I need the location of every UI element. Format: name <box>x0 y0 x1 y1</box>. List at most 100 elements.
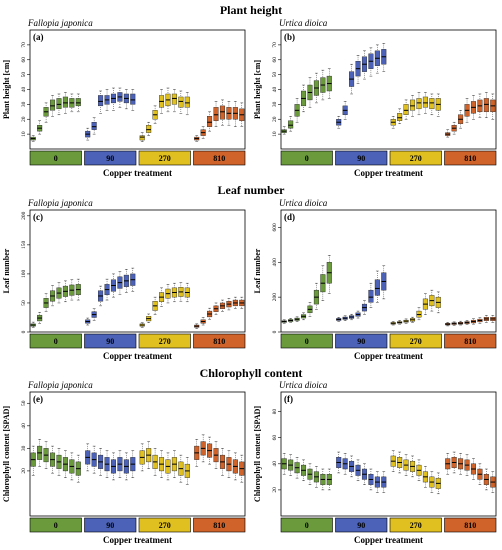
y-tick-label: 20 <box>21 116 27 122</box>
category-bar <box>193 517 246 533</box>
box <box>91 122 97 130</box>
category-bar <box>280 150 333 166</box>
x-axis-label: Copper treatment <box>103 168 172 178</box>
x-axis-label: Copper treatment <box>354 168 423 178</box>
x-axis-label: Copper treatment <box>103 535 172 545</box>
category-label: 90 <box>106 521 114 530</box>
y-tick-label: 10 <box>21 131 27 137</box>
box <box>130 93 136 105</box>
panel-label: (d) <box>284 212 295 222</box>
category-label: 0 <box>305 521 309 530</box>
box <box>410 99 416 111</box>
category-label: 270 <box>159 521 171 530</box>
box <box>178 96 184 108</box>
y-tick-label: 400 <box>272 258 278 267</box>
species-label: Fallopia japonica <box>27 18 93 28</box>
box <box>374 279 380 296</box>
panel-label: (e) <box>33 394 43 404</box>
y-tick-label: 70 <box>21 42 27 48</box>
category-label: 0 <box>54 521 58 530</box>
category-label: 810 <box>464 337 476 346</box>
chart-d: Urtica dioica (d) 0 200 400 600 Leaf number 0 90… <box>253 198 497 361</box>
y-tick-label: 200 <box>272 293 278 302</box>
category-bar <box>389 517 442 533</box>
category-bar <box>280 333 333 349</box>
y-axis-label: Plant height [cm] <box>253 60 262 119</box>
y-tick-label: 60 <box>272 435 278 441</box>
y-tick-label: 50 <box>21 400 27 406</box>
box <box>219 105 225 120</box>
category-label: 90 <box>357 154 365 163</box>
category-label: 90 <box>106 337 114 346</box>
category-label: 90 <box>357 337 365 346</box>
y-tick-label: 40 <box>21 423 27 429</box>
y-axis-label: Chlorophyll content [SPAD] <box>253 406 262 502</box>
category-bar <box>84 333 137 349</box>
box <box>397 113 403 121</box>
y-axis-label: Leaf number <box>253 248 262 293</box>
box <box>56 98 62 110</box>
category-bar <box>138 517 191 533</box>
chart-c: Fallopia japonica (c) 0 50 100 150 200 Leaf num… <box>2 198 246 361</box>
box <box>483 98 489 113</box>
category-bar <box>389 150 442 166</box>
panel-label: (a) <box>33 32 44 42</box>
box <box>422 96 428 108</box>
y-tick-label: 0 <box>21 330 27 333</box>
species-label: Urtica dioica <box>279 18 328 28</box>
y-tick-label: 40 <box>21 87 27 93</box>
section-title-leaf-number: Leaf number <box>217 183 285 197</box>
box <box>288 120 294 129</box>
y-tick-label: 200 <box>21 211 27 220</box>
category-bar <box>138 150 191 166</box>
y-tick-label: 50 <box>21 72 27 78</box>
category-label: 810 <box>213 154 225 163</box>
box <box>139 135 145 141</box>
box <box>213 107 219 121</box>
chart-e: Fallopia japonica (e) 20 30 40 50 Chlorophyll … <box>2 380 246 545</box>
plot-frame <box>280 391 497 517</box>
category-bar <box>29 150 82 166</box>
y-tick-label: 40 <box>272 87 278 93</box>
category-bar <box>389 333 442 349</box>
species-label: Fallopia japonica <box>27 380 93 390</box>
box <box>403 104 409 115</box>
category-label: 0 <box>54 337 58 346</box>
y-tick-label: 150 <box>21 240 27 249</box>
plot-frame <box>280 29 497 150</box>
y-tick-label: 30 <box>272 101 278 107</box>
section-title-chlorophyll: Chlorophyll content <box>199 366 303 380</box>
y-axis-label: Leaf number <box>2 248 11 293</box>
category-bar <box>444 150 497 166</box>
y-tick-label: 80 <box>272 409 278 415</box>
species-label: Fallopia japonica <box>27 198 93 208</box>
y-tick-label: 70 <box>272 42 278 48</box>
category-bar <box>84 517 137 533</box>
category-bar <box>84 150 137 166</box>
chart-f: Urtica dioica (f) 20 40 60 80 Chlorophyll cont… <box>253 380 497 545</box>
category-label: 270 <box>410 337 422 346</box>
box <box>75 98 81 107</box>
y-tick-label: 600 <box>272 223 278 232</box>
category-bar <box>29 517 82 533</box>
category-bar <box>29 333 82 349</box>
y-tick-label: 30 <box>21 445 27 451</box>
category-bar <box>335 517 388 533</box>
box <box>171 93 177 105</box>
category-label: 270 <box>410 154 422 163</box>
y-tick-label: 20 <box>21 468 27 474</box>
category-bar <box>280 517 333 533</box>
y-axis-label: Plant height [cm] <box>2 60 11 119</box>
chart-a: Fallopia japonica (a) 10 20 30 40 50 60 70 Plant … <box>2 18 246 178</box>
x-axis-label: Copper treatment <box>354 351 423 361</box>
category-label: 810 <box>213 521 225 530</box>
category-label: 0 <box>305 154 309 163</box>
box <box>368 289 374 303</box>
category-bar <box>335 150 388 166</box>
category-label: 270 <box>410 521 422 530</box>
category-label: 0 <box>54 154 58 163</box>
section-title-plant-height: Plant height <box>219 3 283 17</box>
chart-b: Urtica dioica (b) 10 20 30 40 50 60 70 Plant heig… <box>253 18 497 178</box>
category-label: 90 <box>106 154 114 163</box>
